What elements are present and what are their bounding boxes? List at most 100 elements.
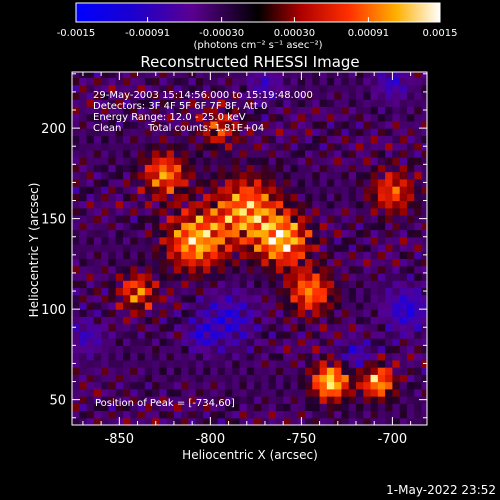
heatmap-cell [392, 106, 401, 115]
heatmap-cell [72, 99, 80, 107]
heatmap-cell [195, 309, 204, 317]
heatmap-cell [159, 222, 168, 231]
heatmap-cell [239, 323, 248, 332]
heatmap-cell [130, 178, 139, 187]
heatmap-cell [239, 128, 248, 136]
heatmap-cell [152, 309, 160, 317]
heatmap-cell [275, 251, 284, 260]
heatmap-cell [297, 280, 306, 289]
y-tick-label: 150 [41, 213, 66, 228]
heatmap-cell [363, 374, 372, 383]
heatmap-cell [152, 186, 160, 194]
heatmap-cell [261, 316, 270, 325]
heatmap-cell [312, 91, 321, 100]
heatmap-cell [217, 207, 226, 216]
heatmap-cell [290, 417, 299, 425]
heatmap-cell [392, 251, 401, 260]
heatmap-cell [159, 229, 168, 238]
heatmap-cell [122, 272, 131, 281]
heatmap-cell [210, 157, 219, 165]
heatmap-cell [86, 294, 95, 303]
heatmap-cell [173, 316, 182, 325]
heatmap-cell [108, 367, 117, 375]
heatmap-cell [115, 236, 124, 245]
heatmap-cell [122, 417, 131, 425]
heatmap-cell [115, 200, 124, 209]
heatmap-cell [122, 164, 131, 173]
heatmap-cell [377, 330, 386, 339]
heatmap-cell [93, 72, 102, 79]
heatmap-cell [79, 323, 88, 332]
heatmap-cell [254, 330, 262, 339]
heatmap-cell [173, 171, 182, 180]
heatmap-cell [173, 410, 182, 419]
heatmap-cell [224, 77, 233, 86]
heatmap-cell [334, 396, 343, 404]
heatmap-cell [297, 403, 306, 412]
heatmap-cell [363, 135, 372, 144]
heatmap-cell [348, 367, 357, 375]
heatmap-cell [152, 352, 160, 361]
heatmap-cell [414, 258, 423, 267]
heatmap-cell [188, 222, 197, 231]
heatmap-cell [217, 72, 226, 79]
heatmap-cell [122, 186, 131, 194]
heatmap-cell [297, 359, 306, 368]
heatmap-cell [79, 193, 88, 202]
heatmap-cell [283, 84, 292, 93]
heatmap-cell [377, 316, 386, 325]
heatmap-cell [421, 316, 427, 325]
heatmap-cell [159, 113, 168, 122]
heatmap-cell [246, 120, 255, 129]
heatmap-cell [341, 330, 350, 339]
heatmap-cell [414, 359, 423, 368]
heatmap-cell [173, 236, 182, 245]
heatmap-cell [261, 164, 270, 173]
colorbar-ticks: -0.0015 -0.00091 -0.00030 0.00030 0.00091 0.0… [57, 17, 458, 39]
heatmap-cell [392, 243, 401, 252]
heatmap-cell [210, 91, 219, 100]
heatmap-cell [195, 120, 204, 129]
heatmap-cell [130, 388, 139, 397]
heatmap-cell [122, 338, 131, 346]
heatmap-cell [93, 178, 102, 187]
heatmap-cell [79, 229, 88, 238]
heatmap-cell [144, 359, 153, 368]
heatmap-cell [385, 330, 394, 339]
heatmap-cell [86, 120, 95, 129]
heatmap-cell [246, 251, 255, 260]
heatmap-cell [246, 222, 255, 231]
heatmap-cell [246, 323, 255, 332]
heatmap-cell [363, 381, 372, 390]
heatmap-cell [356, 287, 364, 296]
heatmap-cell [370, 207, 379, 216]
heatmap-cell [101, 417, 110, 425]
heatmap-cell [122, 178, 131, 187]
heatmap-cell [421, 171, 427, 180]
heatmap-cell [224, 106, 233, 115]
heatmap-cell [159, 272, 168, 281]
heatmap-cell [79, 301, 88, 310]
heatmap-cell [144, 301, 153, 310]
heatmap-cell [122, 396, 131, 404]
heatmap-cell [159, 294, 168, 303]
heatmap-cell [290, 396, 299, 404]
heatmap-cell [217, 338, 226, 346]
heatmap-cell [152, 171, 160, 180]
heatmap-cell [93, 142, 102, 151]
heatmap-cell [341, 388, 350, 397]
heatmap-cell [144, 367, 153, 375]
heatmap-cell [348, 417, 357, 425]
heatmap-cell [341, 272, 350, 281]
heatmap-cell [290, 72, 299, 79]
heatmap-cell [86, 77, 95, 86]
heatmap-cell [385, 84, 394, 93]
heatmap-cell [319, 72, 328, 79]
heatmap-cell [195, 367, 204, 375]
heatmap-cell [399, 186, 408, 194]
heatmap-cell [370, 301, 379, 310]
heatmap-cell [72, 193, 80, 202]
heatmap-cell [195, 236, 204, 245]
heatmap-cell [297, 142, 306, 151]
heatmap-cell [122, 207, 131, 216]
